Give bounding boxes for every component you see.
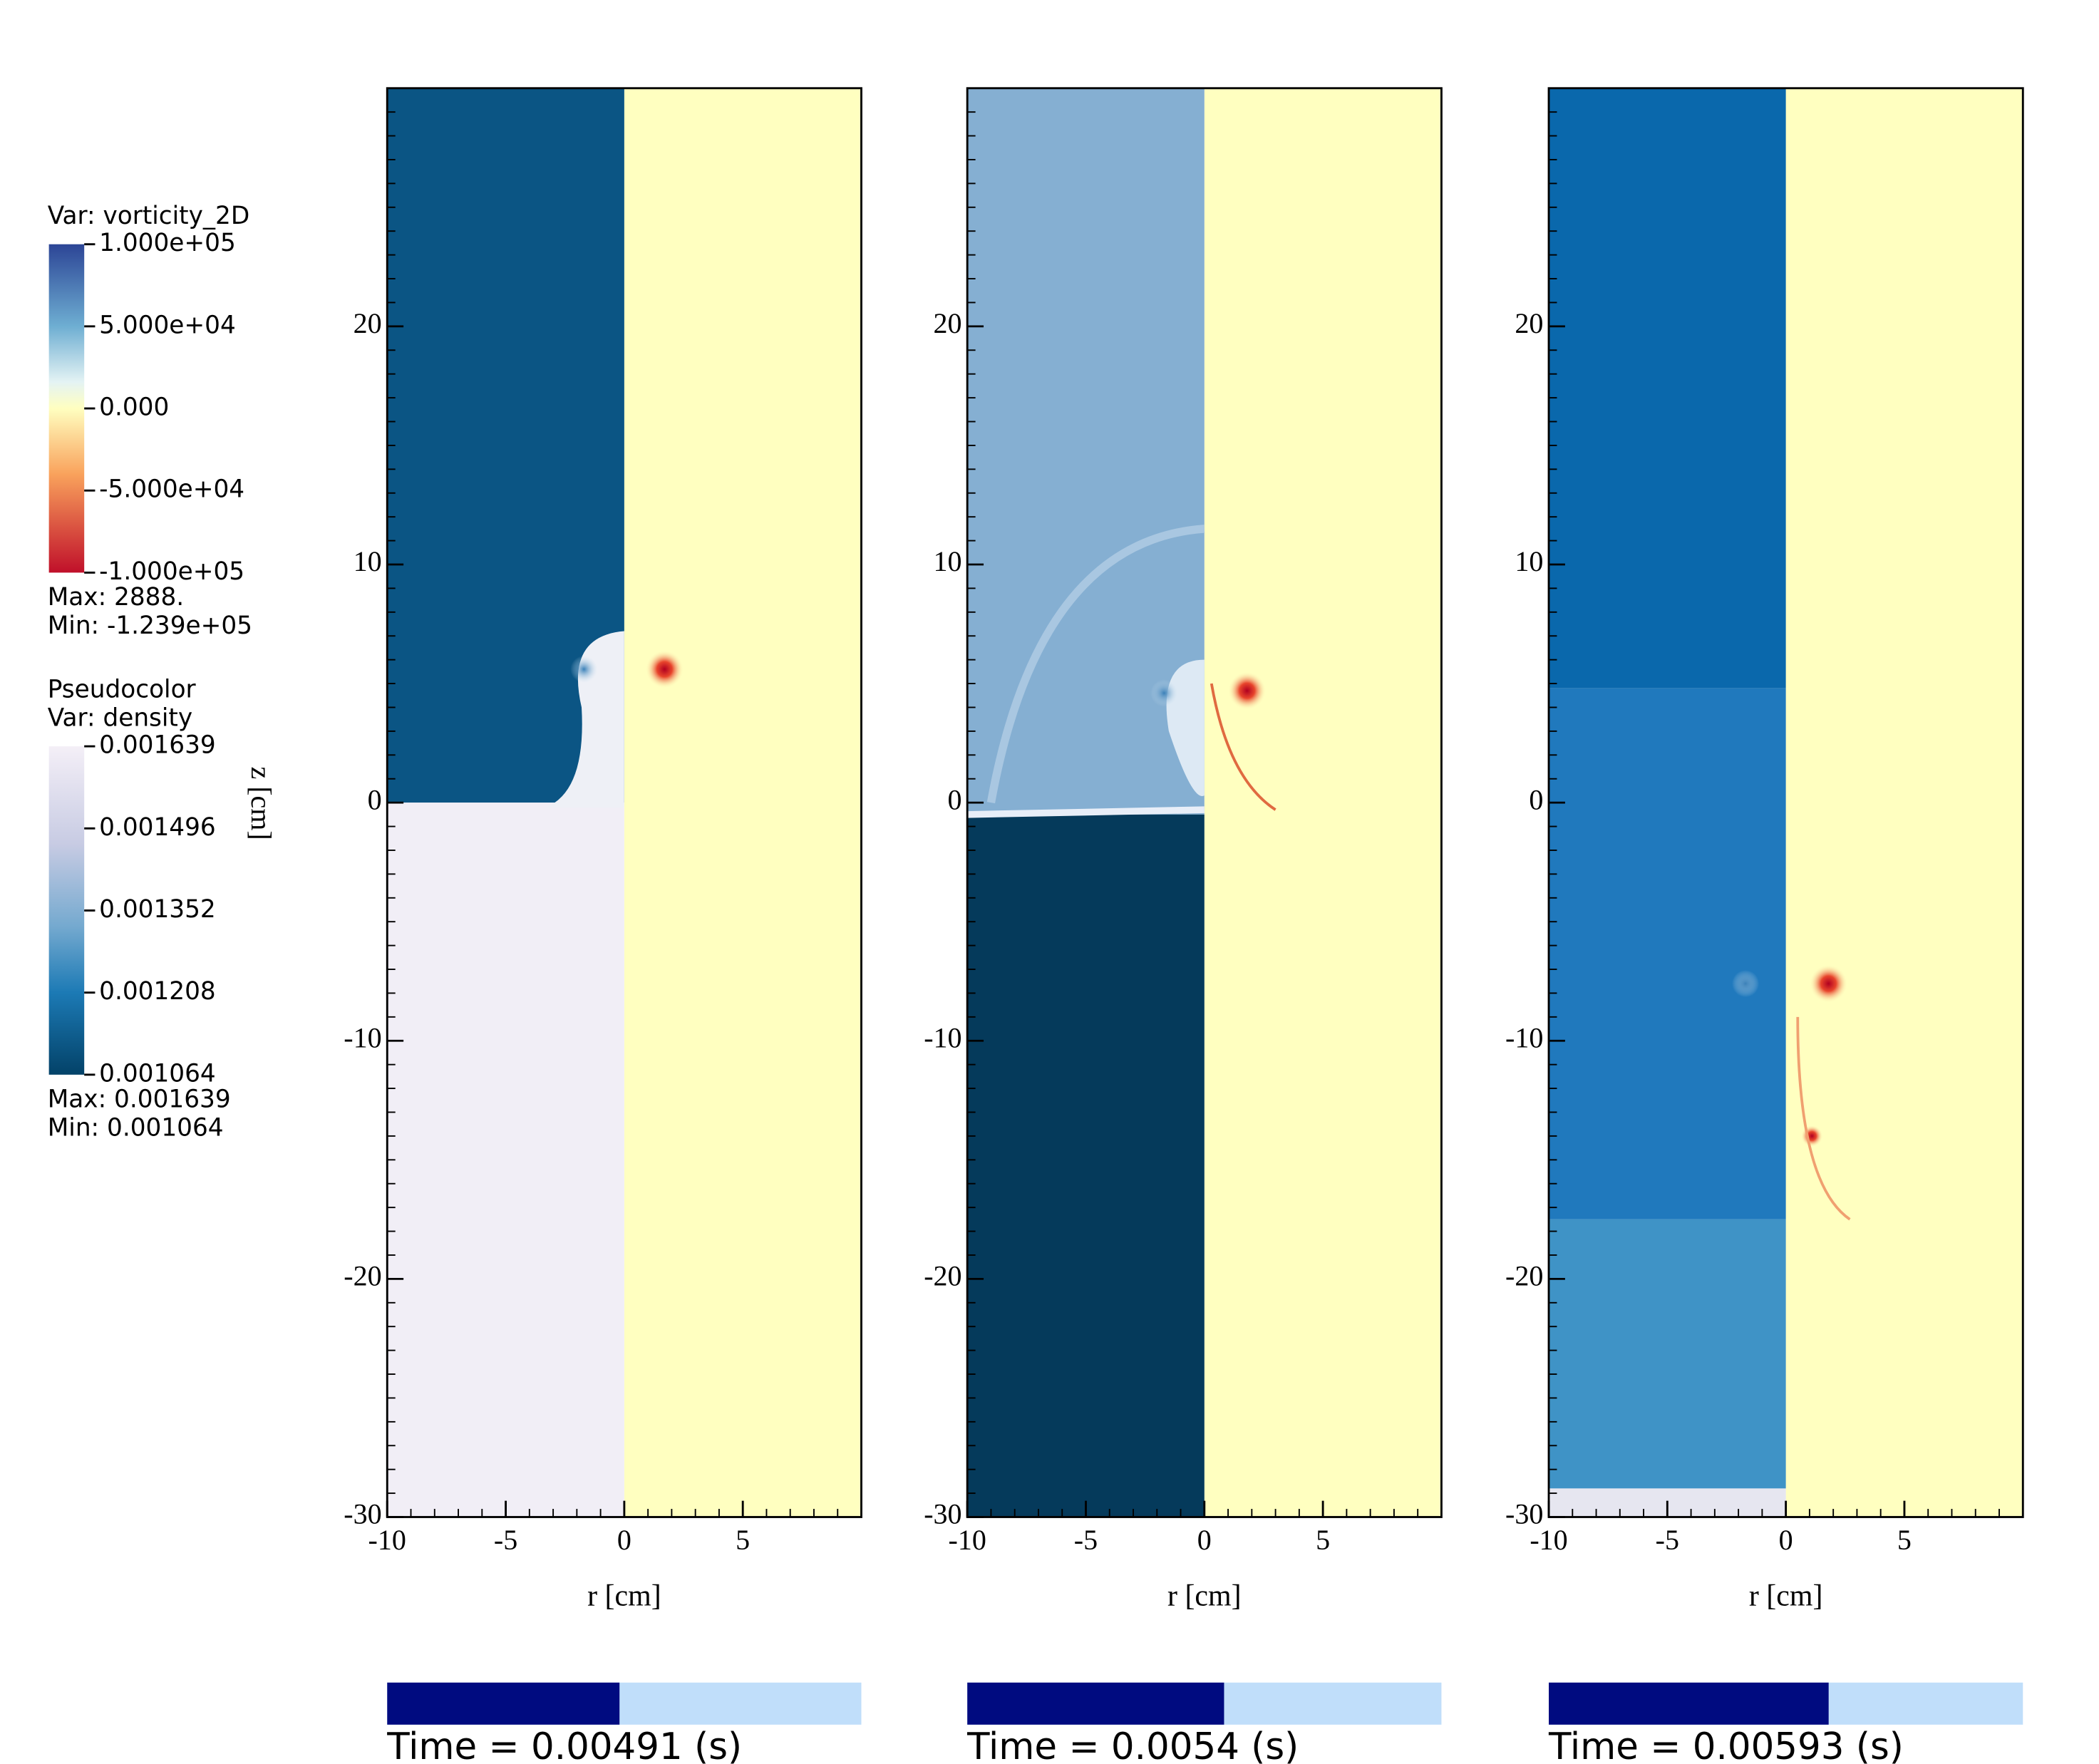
field-feature: [546, 631, 624, 808]
field-region: [967, 814, 1205, 1517]
y-tick-label: -10: [924, 1021, 961, 1053]
x-tick-label: 5: [1897, 1524, 1912, 1556]
vortex: [1800, 1125, 1823, 1147]
legend-min: Min: -1.239e+05: [48, 612, 252, 640]
colorbar-label: 0.001208: [99, 977, 216, 1006]
field-region: [1549, 1219, 1786, 1489]
colorbar-label: 0.001352: [99, 895, 216, 924]
vortex: [570, 655, 598, 684]
y-tick-label: 10: [934, 545, 962, 577]
vorticity-field: [1785, 88, 2023, 1517]
x-axis-label: r [cm]: [1167, 1579, 1242, 1612]
colorbar-label: 5.000e+04: [99, 311, 236, 339]
time-label: Time = 0.00593 (s): [1548, 1726, 1904, 1764]
y-tick-label: 0: [948, 783, 962, 815]
colorbar-label: 0.001064: [99, 1059, 216, 1088]
panel: -10 -5 0 5 -30 -20 -10 0 10 20 r [cm] Time = 0.0049…: [344, 87, 862, 1764]
y-tick-label: 20: [1515, 307, 1543, 339]
y-tick-label: -20: [344, 1260, 381, 1292]
y-tick-label: 0: [1529, 783, 1543, 815]
field-region: [1549, 688, 1786, 1219]
x-tick-label: 0: [1779, 1524, 1793, 1556]
y-tick-label: -20: [924, 1260, 961, 1292]
y-tick-label: -10: [344, 1021, 381, 1053]
panel: -10 -5 0 5 -30 -20 -10 0 10 20 r [cm] Time = 0.0059…: [1505, 87, 2024, 1764]
y-tick-label: -10: [1505, 1021, 1543, 1053]
field-feature: [1796, 1016, 1851, 1221]
field-region: [387, 803, 624, 1517]
field-feature: [967, 806, 1205, 818]
legend: Var: vorticity_2D1.000e+05 5.000e+04 0.000…: [48, 202, 252, 1142]
vortex: [645, 650, 684, 688]
colorbar-label: 0.001639: [99, 731, 216, 760]
x-tick-label: -10: [948, 1524, 986, 1556]
time-bar-progress: [1549, 1682, 1829, 1725]
field-region: [1549, 88, 1786, 688]
legend-title: Var: density: [48, 704, 192, 733]
colorbar-label: -5.000e+04: [99, 475, 244, 504]
colorbar-label: 0.000: [99, 393, 169, 422]
vorticity-field: [624, 88, 862, 1517]
legend-max: Max: 0.001639: [48, 1085, 231, 1114]
vortex: [1227, 671, 1267, 710]
colorbar-label: 0.001496: [99, 813, 216, 842]
colorbar-label: 1.000e+05: [99, 229, 236, 257]
y-tick-label: -30: [924, 1498, 961, 1530]
y-tick-label: 10: [354, 545, 382, 577]
y-tick-label: 0: [368, 783, 382, 815]
y-axis-label: z [cm]: [245, 766, 277, 840]
legend-title: Var: vorticity_2D: [48, 202, 250, 230]
y-tick-label: -20: [1505, 1260, 1543, 1292]
y-tick-label: 20: [934, 307, 962, 339]
x-tick-label: -10: [1530, 1524, 1567, 1556]
panel: -10 -5 0 5 -30 -20 -10 0 10 20 r [cm] Time = 0.0054…: [924, 87, 1443, 1764]
colorbar: [48, 244, 85, 573]
x-tick-label: 5: [736, 1524, 750, 1556]
time-label: Time = 0.0054 (s): [966, 1726, 1299, 1764]
vortex: [1150, 679, 1178, 707]
x-tick-label: 0: [1197, 1524, 1212, 1556]
y-tick-label: 10: [1515, 545, 1543, 577]
legend-min: Min: 0.001064: [48, 1114, 224, 1143]
x-tick-label: -5: [494, 1524, 517, 1556]
time-bar-progress: [967, 1682, 1224, 1725]
time-bar-progress: [387, 1682, 620, 1725]
field-feature: [1210, 683, 1277, 811]
colorbar: [48, 746, 85, 1075]
field-feature: [986, 525, 1205, 804]
y-tick-label: -30: [1505, 1498, 1543, 1530]
x-axis-label: r [cm]: [587, 1579, 661, 1612]
x-axis-label: r [cm]: [1749, 1579, 1823, 1612]
legend-plot: Pseudocolor: [48, 676, 197, 704]
legend-max: Max: 2888.: [48, 583, 184, 612]
vortex: [1732, 970, 1760, 998]
y-tick-label: -30: [344, 1498, 381, 1530]
y-tick-label: 20: [354, 307, 382, 339]
colorbar-label: -1.000e+05: [99, 557, 244, 586]
x-tick-label: 5: [1316, 1524, 1330, 1556]
x-tick-label: -5: [1656, 1524, 1679, 1556]
vortex: [1809, 964, 1848, 1003]
x-tick-label: -10: [368, 1524, 406, 1556]
vorticity-field: [1204, 88, 1442, 1517]
time-label: Time = 0.00491 (s): [386, 1726, 742, 1764]
x-tick-label: -5: [1074, 1524, 1098, 1556]
x-tick-label: 0: [617, 1524, 631, 1556]
